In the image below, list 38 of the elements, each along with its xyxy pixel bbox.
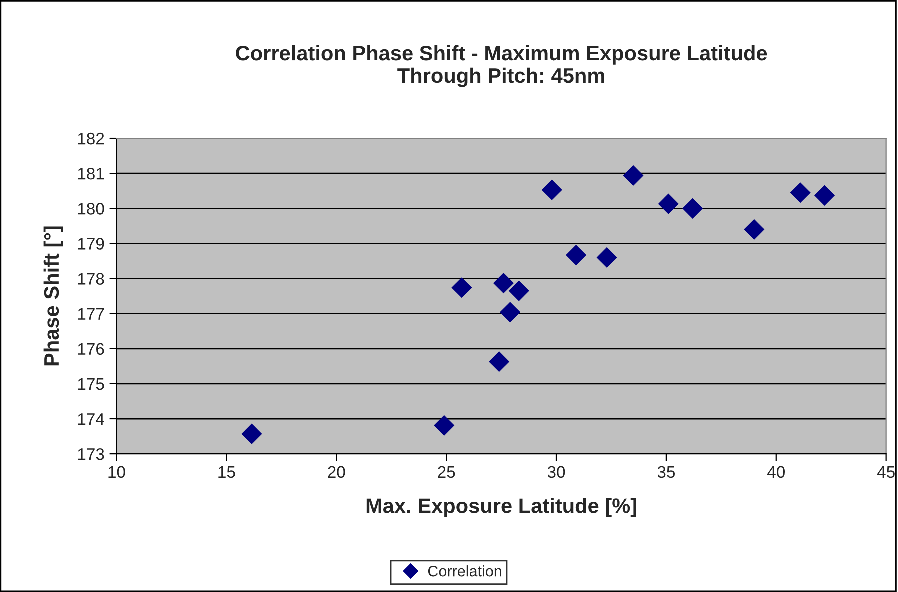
x-tick-label: 20 <box>328 466 346 478</box>
y-tick-label: 180 <box>78 203 104 215</box>
x-tick-label: 45 <box>877 466 895 478</box>
y-tick-label: 176 <box>78 343 104 356</box>
point <box>493 273 514 294</box>
y-tick-label: 175 <box>78 378 104 390</box>
point <box>542 180 562 200</box>
y-tick-label: 178 <box>78 273 104 285</box>
point <box>814 185 836 206</box>
point <box>434 415 455 436</box>
point <box>658 194 679 214</box>
point <box>566 244 587 266</box>
point <box>596 247 618 268</box>
point <box>790 182 811 204</box>
point <box>242 424 262 444</box>
x-tick-label: 10 <box>108 466 126 478</box>
legend-label: Correlation <box>428 566 502 577</box>
x-tick-label: 25 <box>438 466 456 478</box>
y-tick-label: 181 <box>78 168 104 180</box>
x-tick-label: 15 <box>218 466 236 478</box>
x-tick-label: 30 <box>548 466 566 478</box>
point <box>489 352 510 372</box>
point <box>500 302 521 323</box>
x-tick-label: 35 <box>658 466 676 478</box>
y-tick-label: 174 <box>78 414 104 426</box>
x-tick-label: 40 <box>768 466 786 478</box>
point <box>508 280 530 302</box>
y-tick-label: 177 <box>78 308 104 320</box>
y-tick-label: 173 <box>78 448 104 460</box>
point <box>452 278 472 298</box>
y-tick-label: 182 <box>78 132 104 145</box>
point <box>682 198 704 219</box>
chart-title: Correlation Phase Shift - Maximum Exposure Latitude Through Pitch: 45nm <box>236 45 768 88</box>
x-axis-title: Max. Exposure Latitude [%] <box>366 498 636 518</box>
point <box>744 219 765 240</box>
y-tick-label: 179 <box>78 238 104 250</box>
y-axis-title: Phase Shift [°] <box>44 226 64 366</box>
point <box>623 165 644 186</box>
